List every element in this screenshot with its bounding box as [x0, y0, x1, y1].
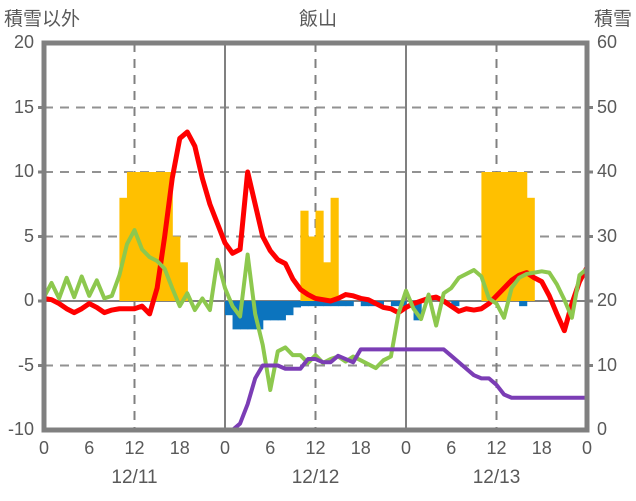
y-axis-tick-left: 20	[13, 32, 34, 52]
bar-snowfall	[277, 301, 286, 321]
bar-snowfall	[292, 301, 302, 308]
y-axis-tick-right: 20	[597, 290, 618, 310]
x-axis-tick: 0	[400, 438, 411, 458]
line-temperature	[41, 129, 590, 334]
bar-precipitation	[330, 197, 339, 301]
bar-snowfall	[338, 301, 347, 307]
bar-snowfall	[307, 301, 317, 307]
x-axis-day-label: 12/11	[111, 467, 158, 488]
bar-precipitation	[315, 210, 324, 301]
bar-snowfall	[413, 301, 422, 321]
bar-precipitation	[142, 172, 151, 301]
y-axis-tick-right: 50	[597, 96, 618, 117]
line-wind-speed	[42, 228, 589, 393]
bar-precipitation	[323, 262, 332, 301]
bar-snowfall	[519, 301, 528, 307]
bar-snowfall	[232, 301, 241, 330]
right-axis-title: 積雪	[593, 9, 632, 30]
y-axis-tick-right: 10	[597, 354, 618, 375]
bar-snowfall	[240, 301, 249, 330]
x-axis-tick: 18	[350, 438, 371, 458]
bar-precipitation	[119, 197, 128, 301]
x-axis-tick: 12	[305, 438, 326, 458]
x-axis-tick: 12	[124, 438, 145, 458]
bar-precipitation	[149, 172, 158, 301]
bar-snowfall	[262, 301, 271, 321]
y-axis-tick-right: 40	[597, 161, 618, 181]
y-axis-tick-right: 30	[597, 225, 618, 246]
y-axis-tick-left: -5	[17, 354, 34, 375]
x-axis-tick: 18	[169, 438, 190, 458]
bar-snowfall	[255, 301, 264, 330]
y-axis-tick-right: 0	[597, 419, 608, 439]
y-axis-tick-left: 5	[23, 225, 34, 246]
x-axis-tick: 12	[486, 438, 507, 458]
y-axis-tick-left: 10	[13, 161, 34, 181]
bar-precipitation	[526, 197, 535, 301]
bar-snowfall	[323, 301, 332, 307]
bar-snowfall	[247, 301, 256, 330]
y-axis-tick-left: 0	[23, 290, 34, 310]
y-axis-tick-left: 15	[13, 96, 34, 117]
bar-precipitation	[481, 172, 490, 301]
bar-snowfall	[285, 301, 294, 316]
bar-snowfall	[360, 301, 369, 307]
y-axis-tick-left: -10	[7, 419, 34, 439]
y-axis-tick-right: 60	[597, 32, 618, 52]
bar-snowfall	[270, 301, 279, 321]
chart-title: 飯山	[298, 9, 337, 30]
bar-precipitation	[179, 262, 188, 301]
bar-precipitation	[164, 172, 173, 301]
bar-snowfall	[300, 301, 309, 307]
bar-precipitation	[300, 210, 309, 301]
x-axis-tick: 6	[265, 438, 276, 458]
bar-precipitation	[496, 172, 505, 301]
x-axis-tick: 0	[219, 438, 230, 458]
x-axis-tick: 18	[531, 438, 552, 458]
x-axis-tick: 6	[446, 438, 457, 458]
bar-snowfall	[390, 301, 400, 307]
x-axis-tick: 0	[581, 438, 592, 458]
bar-precipitation	[504, 172, 513, 301]
bar-precipitation	[488, 172, 498, 301]
x-axis-tick: 0	[38, 438, 49, 458]
bar-snowfall	[315, 301, 324, 307]
bar-precipitation	[157, 172, 166, 301]
bar-snowfall	[225, 301, 234, 316]
bar-precipitation	[172, 236, 181, 301]
left-axis-title: 積雪以外	[4, 9, 81, 30]
bar-snowfall	[451, 301, 460, 307]
bar-precipitation	[511, 172, 520, 301]
x-axis-tick: 6	[84, 438, 95, 458]
bar-precipitation	[307, 236, 317, 301]
x-axis-day-label: 12/12	[291, 467, 340, 488]
bar-snowfall	[330, 301, 339, 307]
bar-precipitation	[519, 172, 528, 301]
bar-snowfall	[345, 301, 354, 307]
x-axis-day-label: 12/13	[472, 467, 521, 488]
